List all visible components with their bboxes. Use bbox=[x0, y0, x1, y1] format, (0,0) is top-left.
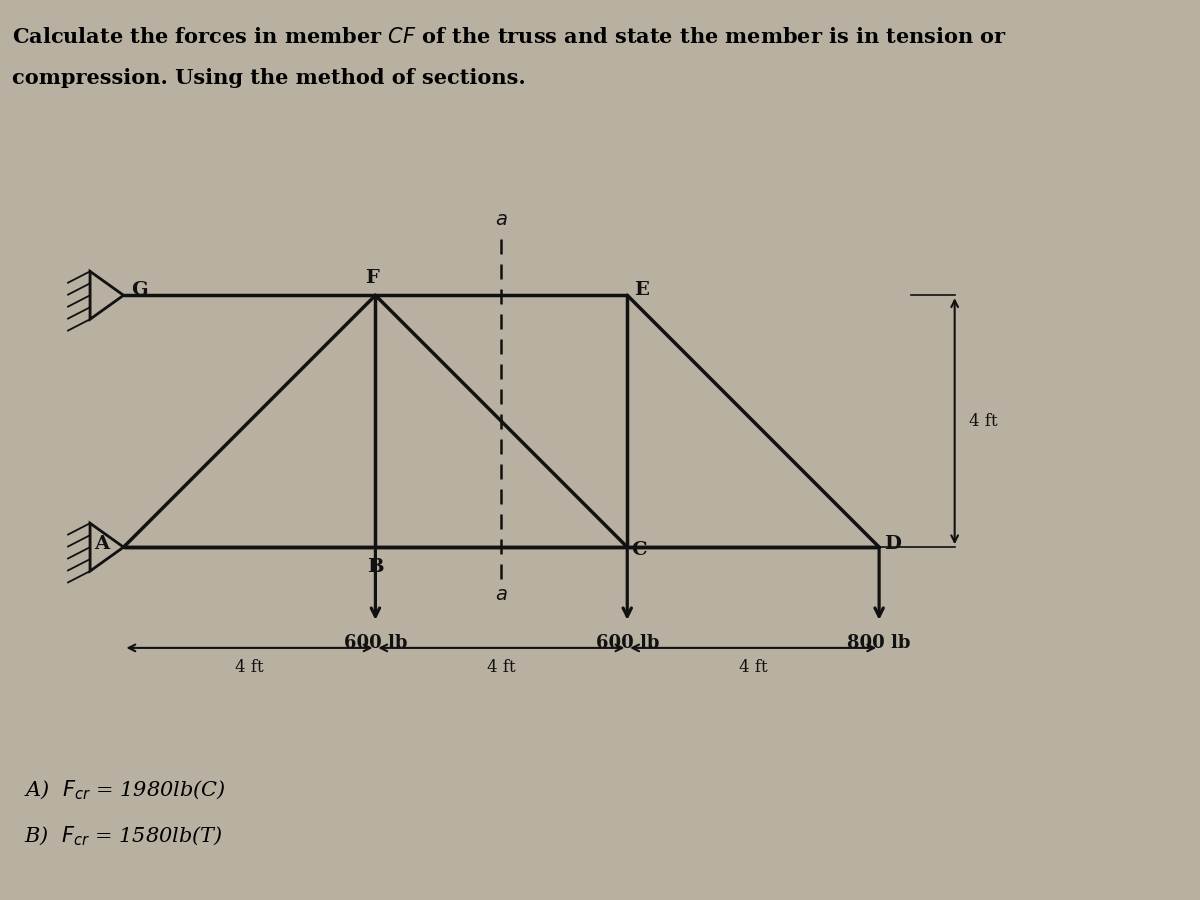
Text: E: E bbox=[634, 282, 648, 300]
Text: 4 ft: 4 ft bbox=[235, 659, 264, 676]
Text: 600 lb: 600 lb bbox=[343, 634, 407, 652]
Text: 4 ft: 4 ft bbox=[739, 659, 768, 676]
Text: Calculate the forces in member $\mathit{CF}$ of the truss and state the member i: Calculate the forces in member $\mathit{… bbox=[12, 27, 1007, 47]
Text: compression. Using the method of sections.: compression. Using the method of section… bbox=[12, 68, 526, 87]
Text: 4 ft: 4 ft bbox=[968, 413, 997, 429]
Text: G: G bbox=[131, 282, 148, 300]
Text: D: D bbox=[884, 535, 901, 553]
Text: A: A bbox=[94, 535, 109, 553]
Text: $a$: $a$ bbox=[494, 211, 508, 230]
Text: B)  $F_{cr}$ = 1580lb(T): B) $F_{cr}$ = 1580lb(T) bbox=[24, 825, 223, 849]
Text: C: C bbox=[631, 541, 647, 559]
Text: A)  $F_{cr}$ = 1980lb(C): A) $F_{cr}$ = 1980lb(C) bbox=[24, 778, 226, 802]
Text: $a$: $a$ bbox=[494, 585, 508, 604]
Text: 600 lb: 600 lb bbox=[595, 634, 659, 652]
Text: B: B bbox=[367, 558, 384, 576]
Text: 800 lb: 800 lb bbox=[847, 634, 911, 652]
Text: F: F bbox=[365, 269, 379, 287]
Text: 4 ft: 4 ft bbox=[487, 659, 516, 676]
